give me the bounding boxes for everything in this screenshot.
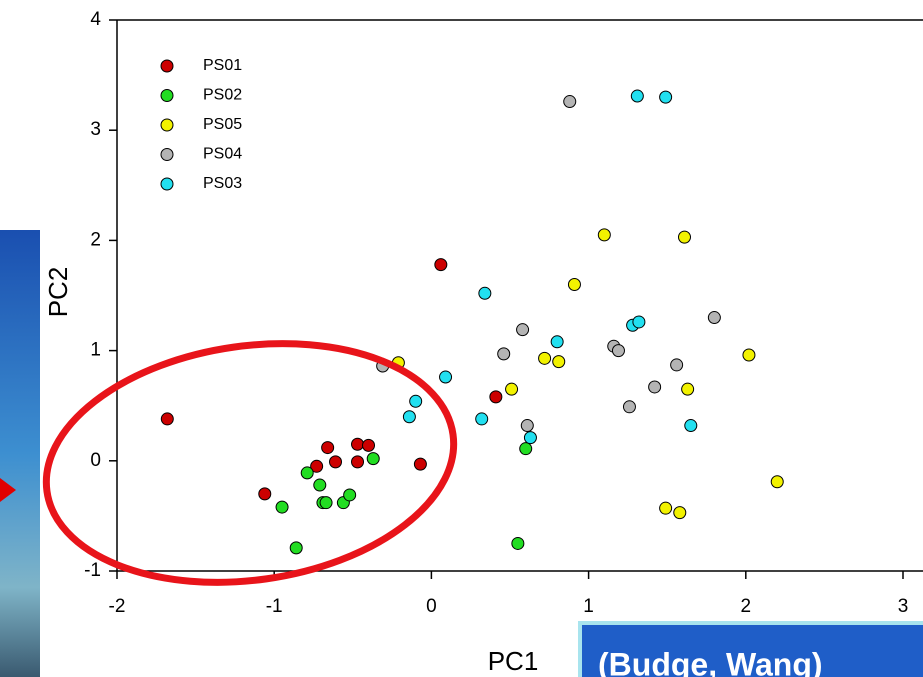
point <box>630 89 644 103</box>
point <box>366 452 380 466</box>
point <box>538 351 552 365</box>
legend-label: PS01 <box>203 57 242 74</box>
point <box>329 455 343 469</box>
point <box>567 277 581 291</box>
point <box>402 410 416 424</box>
point <box>434 258 448 272</box>
legend-label: PS02 <box>203 87 242 104</box>
legend-marker <box>160 148 174 161</box>
legend-label: PS05 <box>203 116 242 133</box>
point <box>439 370 453 384</box>
banner <box>578 621 923 677</box>
legend-marker <box>160 118 174 132</box>
point <box>343 488 357 502</box>
point <box>409 394 423 408</box>
y-tick-label: 2 <box>90 229 101 250</box>
highlight-ellipse <box>42 340 458 586</box>
y-axis-label: PC2 <box>43 267 73 318</box>
point <box>489 390 503 404</box>
point <box>684 419 698 433</box>
point <box>770 475 784 489</box>
y-tick-label: -1 <box>84 560 101 581</box>
y-tick-label: 4 <box>90 9 101 30</box>
banner-text: (Budge, Wang) <box>598 646 823 677</box>
legend-marker <box>160 59 174 73</box>
point <box>659 90 673 104</box>
point <box>659 501 673 515</box>
point <box>670 358 684 372</box>
arrow <box>0 478 16 502</box>
point <box>597 228 611 242</box>
point <box>632 315 646 329</box>
point <box>160 412 174 426</box>
point <box>362 438 376 452</box>
point <box>313 478 327 492</box>
point <box>552 355 566 369</box>
point <box>475 412 489 426</box>
x-tick-label: -2 <box>109 596 126 617</box>
y-tick-label: 1 <box>90 340 101 361</box>
point <box>523 431 537 445</box>
x-tick-label: 1 <box>583 596 594 617</box>
x-tick-label: -1 <box>266 596 283 617</box>
x-tick-label: 0 <box>426 596 437 617</box>
point <box>300 466 314 480</box>
point <box>319 496 333 510</box>
point <box>519 442 533 456</box>
point <box>497 347 511 361</box>
point <box>351 437 365 451</box>
point <box>563 95 577 109</box>
point <box>611 344 625 358</box>
point <box>681 382 695 396</box>
point <box>707 311 721 325</box>
x-axis-label: PC1 <box>488 646 539 676</box>
point <box>413 457 427 471</box>
x-tick-label: 2 <box>741 596 752 617</box>
legend-marker <box>160 177 174 191</box>
point <box>478 286 492 300</box>
legend-label: PS03 <box>203 175 242 192</box>
point <box>321 441 335 455</box>
point <box>511 536 525 550</box>
point <box>289 541 303 555</box>
point <box>677 230 691 244</box>
background-photo <box>0 230 40 677</box>
point <box>516 323 530 337</box>
point <box>351 455 365 469</box>
point <box>310 459 324 473</box>
y-tick-label: 3 <box>90 119 101 140</box>
point <box>505 382 519 396</box>
legend-label: PS04 <box>203 146 242 163</box>
point <box>622 400 636 414</box>
point <box>742 348 756 362</box>
point <box>275 500 289 514</box>
x-tick-label: 3 <box>898 596 909 617</box>
y-tick-label: 0 <box>90 450 101 471</box>
point <box>258 487 272 501</box>
legend-marker <box>160 89 174 102</box>
point <box>520 419 534 433</box>
point <box>673 506 687 520</box>
point <box>648 380 662 394</box>
point <box>550 335 564 349</box>
plot: PC1 PC2 -2 -1 0 1 2 3 -1 0 1 2 3 4 PS01 PS02 PS05 PS04 P… <box>43 9 923 676</box>
